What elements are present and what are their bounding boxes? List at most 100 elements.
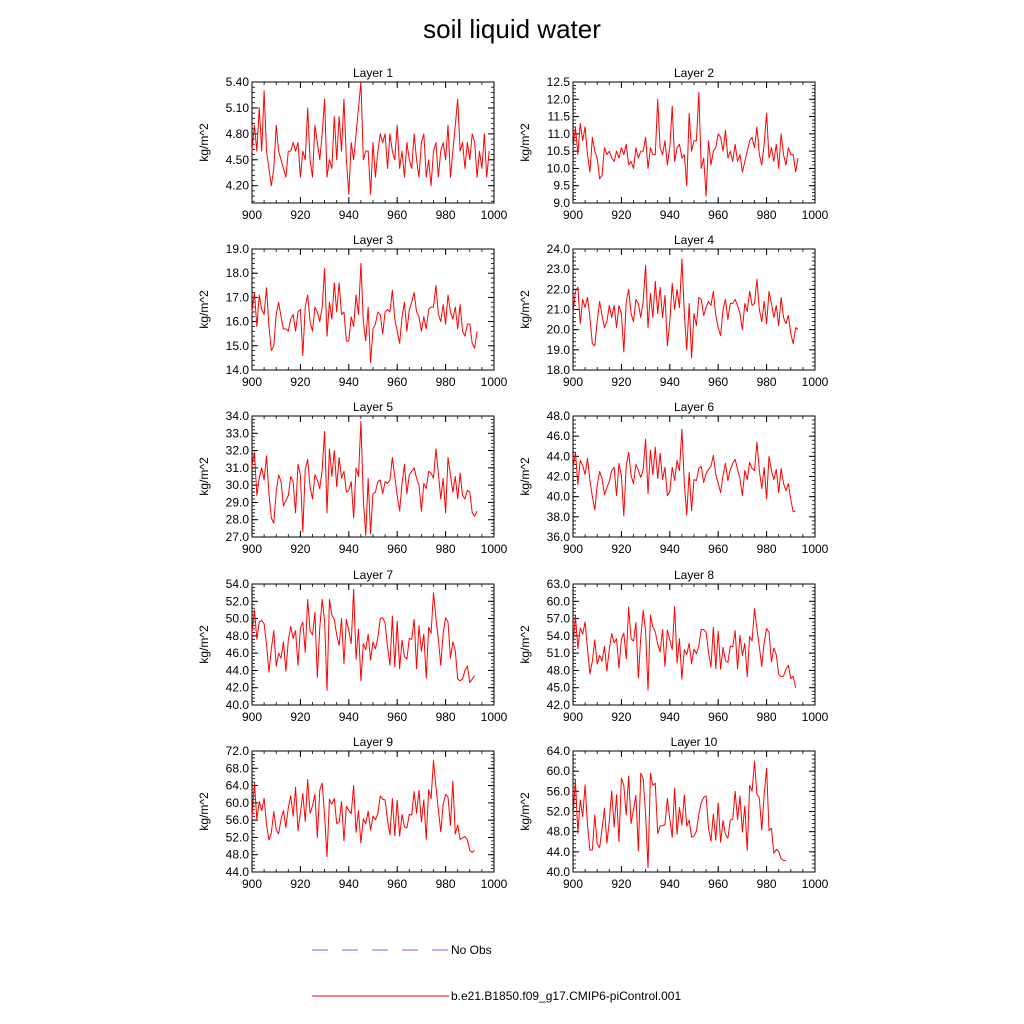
x-tick-label: 980 [757,542,777,556]
x-tick-label: 960 [708,877,728,891]
x-tick-label: 900 [563,877,583,891]
x-tick-label: 920 [290,542,310,556]
panel-2: Layer 2 900 920 940 960 980 1000 9.0 9.5 10.0 10.5… [518,66,829,222]
y-tick-label: 12.5 [547,75,571,89]
panel-title: Layer 9 [353,735,393,749]
x-tick-label: 900 [563,375,583,389]
x-tick-label: 940 [339,375,359,389]
y-tick-label: 52.0 [547,805,571,819]
y-tick-label: 48.0 [226,629,250,643]
y-tick-label: 64.0 [226,779,250,793]
x-tick-label: 900 [242,877,262,891]
series-line [251,760,475,857]
x-tick-label: 940 [660,542,680,556]
x-tick-label: 980 [757,208,777,222]
legend-obs-label: No Obs [451,943,492,957]
y-axis-label: kg/m^2 [197,792,211,831]
x-tick-label: 1000 [802,710,829,724]
y-tick-label: 18.0 [226,266,250,280]
y-tick-label: 22.0 [547,282,571,296]
x-tick-label: 900 [242,208,262,222]
y-tick-label: 14.0 [226,363,250,377]
y-tick-label: 19.0 [226,242,250,256]
x-tick-label: 920 [290,375,310,389]
series-line [251,588,476,691]
x-tick-label: 920 [611,375,631,389]
x-tick-label: 980 [436,375,456,389]
y-tick-label: 23.0 [547,262,571,276]
y-tick-label: 42.0 [547,470,571,484]
figure-title: soil liquid water [423,14,601,44]
y-tick-label: 60.0 [547,764,571,778]
x-tick-label: 920 [611,710,631,724]
y-tick-label: 31.0 [226,461,250,475]
y-tick-label: 5.40 [226,75,250,89]
y-tick-label: 33.0 [226,426,250,440]
x-tick-label: 900 [242,710,262,724]
series-line [572,258,799,359]
y-tick-label: 48.0 [547,825,571,839]
y-tick-label: 9.5 [553,179,570,193]
y-axis-label: kg/m^2 [518,792,532,831]
panel-title: Layer 3 [353,233,393,247]
plot-frame [572,248,816,371]
x-tick-label: 1000 [481,710,508,724]
y-tick-label: 46.0 [226,646,250,660]
panel-4: Layer 4 900 920 940 960 980 1000 18.0 19.0 20.0 21… [518,233,829,389]
y-tick-label: 20.0 [547,323,571,337]
x-tick-label: 960 [387,208,407,222]
y-tick-label: 4.20 [226,179,250,193]
x-tick-label: 1000 [802,375,829,389]
y-tick-label: 44.0 [226,663,250,677]
y-tick-label: 19.0 [547,343,571,357]
x-tick-label: 980 [436,710,456,724]
panel-6: Layer 6 900 920 940 960 980 1000 36.0 38.0 40.0 42… [518,400,829,556]
y-tick-label: 42.0 [226,681,250,695]
panel-title: Layer 8 [674,568,714,582]
y-tick-label: 60.0 [547,594,571,608]
panel-5: Layer 5 900 920 940 960 980 1000 27.0 28.0 29.0 30… [197,400,508,556]
y-tick-label: 50.0 [226,612,250,626]
y-tick-label: 56.0 [547,784,571,798]
y-tick-label: 54.0 [226,577,250,591]
x-tick-label: 1000 [481,877,508,891]
y-tick-label: 45.0 [547,681,571,695]
x-tick-label: 920 [290,710,310,724]
y-tick-label: 72.0 [226,744,250,758]
y-tick-label: 11.5 [548,110,571,124]
y-tick-label: 34.0 [226,409,250,423]
plot-frame [572,583,816,706]
y-tick-label: 51.0 [547,646,571,660]
x-tick-label: 940 [660,208,680,222]
y-tick-label: 4.80 [226,127,250,141]
x-tick-label: 940 [660,710,680,724]
y-tick-label: 38.0 [547,510,571,524]
y-tick-label: 44.0 [547,449,571,463]
x-tick-label: 980 [436,877,456,891]
x-tick-label: 900 [563,542,583,556]
x-tick-label: 900 [563,208,583,222]
x-tick-label: 940 [339,542,359,556]
x-tick-label: 960 [387,542,407,556]
y-tick-label: 21.0 [547,303,571,317]
x-tick-label: 1000 [481,208,508,222]
y-tick-label: 5.10 [226,101,250,115]
y-tick-label: 40.0 [547,490,571,504]
panel-title: Layer 5 [353,400,393,414]
plot-frame [251,415,495,538]
series-line [251,420,478,536]
panel-title: Layer 4 [674,233,714,247]
series-line [251,81,490,195]
y-tick-label: 40.0 [547,865,571,879]
y-tick-label: 48.0 [547,409,571,423]
y-tick-label: 54.0 [547,629,571,643]
y-tick-label: 10.5 [547,144,571,158]
y-tick-label: 68.0 [226,761,250,775]
y-tick-label: 10.0 [547,161,571,175]
y-tick-label: 30.0 [226,478,250,492]
y-tick-label: 57.0 [547,612,571,626]
x-tick-label: 920 [611,542,631,556]
y-tick-label: 18.0 [547,363,571,377]
panel-10: Layer 10 900 920 940 960 980 1000 40.0 44.0 48.0 5… [518,735,829,891]
y-tick-label: 9.0 [553,196,570,210]
